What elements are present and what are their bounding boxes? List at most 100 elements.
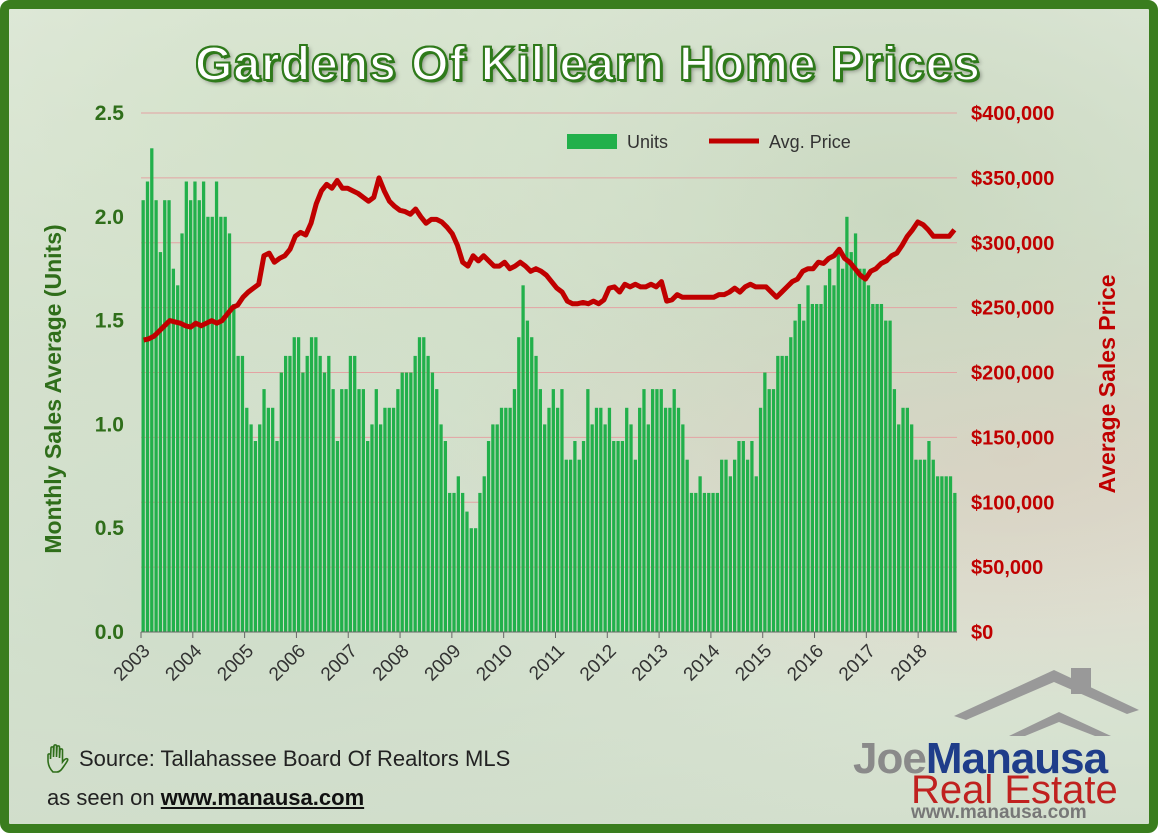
- units-bar: [275, 441, 279, 632]
- units-bar: [655, 389, 659, 632]
- units-bar: [547, 407, 551, 632]
- units-bar: [189, 200, 193, 632]
- units-bar: [258, 424, 262, 632]
- units-bar: [461, 492, 465, 632]
- units-bar: [309, 337, 314, 632]
- units-bar: [823, 285, 827, 632]
- units-bar: [340, 389, 344, 632]
- units-bar: [227, 233, 232, 632]
- x-tick-label: 2004: [162, 640, 207, 685]
- units-bar: [685, 459, 689, 632]
- x-tick-label: 2003: [110, 641, 155, 686]
- logo-joe: Joe: [853, 734, 927, 783]
- units-bar: [374, 389, 378, 632]
- y-tick-label: 2.5: [95, 102, 125, 125]
- x-tick-label: 2010: [472, 641, 517, 686]
- units-bar: [210, 216, 214, 633]
- units-bar: [858, 268, 862, 632]
- units-bar: [802, 320, 806, 632]
- units-bar: [184, 181, 188, 632]
- units-bar: [797, 303, 802, 632]
- units-bar: [650, 389, 655, 632]
- page-title: Gardens Of Killearn Home Prices: [194, 37, 981, 92]
- x-tick-label: 2014: [680, 640, 725, 685]
- units-bar: [901, 407, 905, 632]
- units-bar: [318, 355, 322, 632]
- units-bar: [668, 407, 672, 632]
- units-bar: [676, 407, 681, 632]
- units-bar: [219, 216, 223, 633]
- right-axis-title: Average Sales Price: [1094, 274, 1120, 493]
- units-bar: [262, 389, 266, 632]
- x-tick-label: 2007: [317, 641, 362, 686]
- units-bar: [918, 459, 922, 632]
- legend-price-label: Avg. Price: [769, 132, 851, 152]
- units-bar: [206, 216, 210, 633]
- units-bar: [383, 407, 387, 632]
- units-bar: [448, 492, 452, 632]
- units-bar: [370, 424, 374, 632]
- units-bar: [935, 476, 940, 632]
- units-bar: [521, 285, 525, 632]
- units-bar: [314, 337, 318, 632]
- units-bar: [439, 424, 443, 632]
- chart-legend: Units Avg. Price: [567, 132, 851, 152]
- legend-units-label: Units: [627, 132, 668, 152]
- units-bar: [819, 303, 823, 632]
- units-bar: [750, 441, 754, 632]
- units-bar: [910, 424, 914, 632]
- units-bar: [879, 303, 884, 632]
- units-bar: [214, 181, 219, 632]
- units-bar: [702, 492, 707, 632]
- units-bar: [612, 441, 616, 632]
- seen-on-note: as seen on www.manausa.com: [47, 785, 364, 811]
- units-bar: [884, 320, 888, 632]
- units-bar: [486, 441, 491, 632]
- x-tick-label: 2009: [421, 641, 466, 686]
- x-tick-label: 2008: [369, 641, 414, 686]
- units-bar: [754, 476, 758, 632]
- units-bar: [629, 424, 633, 632]
- units-bar: [767, 389, 771, 632]
- units-bar: [663, 407, 668, 632]
- units-bar: [391, 407, 396, 632]
- units-bar: [530, 337, 534, 632]
- logo-real-estate: Real Estate: [911, 768, 1118, 812]
- units-bar: [378, 424, 383, 632]
- units-bar: [240, 355, 245, 632]
- units-bar: [892, 389, 897, 632]
- chart-svg: 0.0 0.5 1.0 1.5 2.0 2.5 $0 $50,000 $100,000 $150,…: [40, 102, 1120, 686]
- seen-on-prefix: as seen on: [47, 785, 155, 810]
- y2-tick-label: $350,000: [971, 168, 1054, 190]
- units-bar: [616, 441, 620, 632]
- units-bar: [866, 285, 871, 632]
- units-bar: [150, 148, 154, 633]
- units-bar: [525, 320, 530, 632]
- units-bar: [573, 441, 577, 632]
- units-bar: [642, 389, 646, 632]
- units-bar: [607, 407, 612, 632]
- units-bar: [404, 372, 409, 632]
- units-bar: [711, 492, 715, 632]
- units-bar: [266, 407, 270, 632]
- logo-joe-manausa: JoeManausa: [853, 734, 1108, 784]
- seen-on-link[interactable]: www.manausa.com: [160, 785, 365, 810]
- units-bar: [771, 389, 776, 632]
- units-bar: [158, 252, 163, 632]
- units-bar: [603, 424, 607, 632]
- units-bar: [586, 389, 590, 632]
- x-tick-label: 2013: [628, 641, 673, 686]
- hand-icon: [47, 744, 69, 773]
- units-bar: [538, 389, 542, 632]
- units-bar: [167, 200, 171, 632]
- units-bar: [469, 528, 473, 632]
- units-bar: [348, 355, 353, 632]
- units-bar: [327, 355, 331, 632]
- units-bar: [253, 441, 258, 632]
- units-bar: [577, 459, 581, 632]
- units-bar: [517, 337, 521, 632]
- units-bar: [504, 407, 508, 632]
- units-bar: [944, 476, 948, 632]
- units-bar: [875, 303, 879, 632]
- units-bar: [728, 476, 732, 632]
